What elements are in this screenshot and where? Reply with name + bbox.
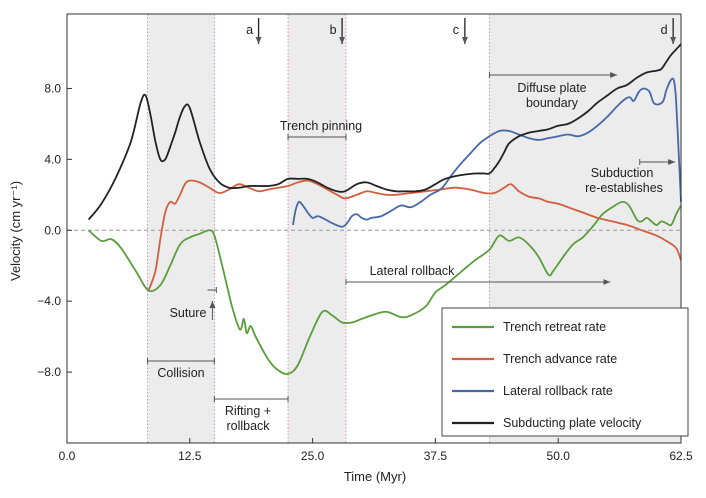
series-lines [87, 43, 682, 376]
event-label-d: d [661, 23, 668, 37]
trench-advance-rate-line [147, 179, 682, 291]
lateral-rollback-rate-line [292, 77, 682, 228]
plot-frame [66, 13, 682, 444]
diffuse-boundary-label-2: boundary [526, 96, 579, 110]
collision-label: Collision [157, 366, 204, 380]
legend-label-subducting-plate-velocity: Subducting plate velocity [503, 416, 642, 430]
trench-retreat-rate-line [88, 200, 682, 376]
rifting-label-1: Rifting + [225, 404, 271, 418]
annotations: Trench pinning Diffuse plate boundary Su… [157, 81, 663, 433]
event-markers: a b c d [246, 18, 677, 44]
y-tick-label: 8.0 [44, 81, 61, 95]
legend-label-trench-retreat-rate: Trench retreat rate [503, 320, 606, 334]
x-tick-label: 62.5 [669, 449, 693, 463]
x-tick-label: 37.5 [424, 449, 448, 463]
rifting-label-2: rollback [226, 419, 270, 433]
lateral-rollback-label: Lateral rollback [370, 264, 456, 278]
trench-pinning-label: Trench pinning [280, 119, 362, 133]
legend-label-lateral-rollback-rate: Lateral rollback rate [503, 384, 613, 398]
suture-label: Suture [170, 306, 207, 320]
x-tick-label: 50.0 [547, 449, 571, 463]
subduction-label-1: Subduction [591, 166, 654, 180]
annotation-arrows [147, 72, 676, 402]
event-label-b: b [330, 23, 337, 37]
axis-ticks: 0.0 12.5 25.0 37.5 50.0 62.5 8.0 4.0 0.0 −4.0 −8.0 [37, 81, 693, 463]
subducting-plate-velocity-line [87, 43, 682, 221]
y-axis-title: Velocity (cm yr⁻¹) [8, 181, 23, 281]
shaded-band-1 [288, 14, 347, 443]
y-tick-label: 0.0 [44, 223, 61, 237]
legend-label-trench-advance-rate: Trench advance rate [503, 352, 617, 366]
y-tick-label: −4.0 [37, 294, 61, 308]
x-axis-title: Time (Myr) [344, 469, 406, 484]
event-label-c: c [453, 23, 459, 37]
legend-box [441, 307, 689, 437]
x-tick-label: 25.0 [301, 449, 325, 463]
event-label-a: a [246, 23, 253, 37]
legend: Trench retreat rate Trench advance rate La… [441, 307, 689, 437]
x-tick-label: 0.0 [59, 449, 76, 463]
y-tick-label: −8.0 [37, 365, 61, 379]
x-tick-label: 12.5 [178, 449, 202, 463]
subduction-label-2: re-establishes [585, 181, 663, 195]
shaded-band-0 [147, 14, 215, 443]
diffuse-boundary-label-1: Diffuse plate [517, 81, 586, 95]
y-tick-label: 4.0 [44, 152, 61, 166]
